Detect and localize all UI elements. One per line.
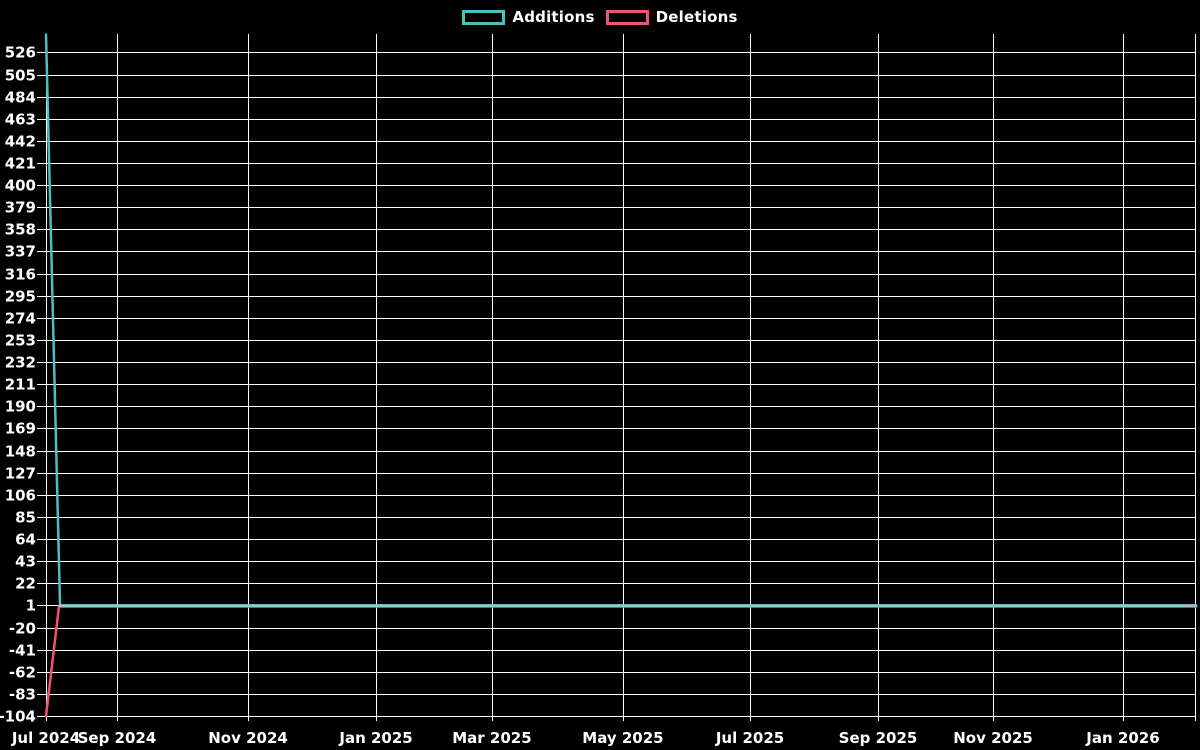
y-tick-label: -20 xyxy=(9,620,36,638)
x-tick-label: Jan 2025 xyxy=(338,729,412,747)
x-tick-label: May 2025 xyxy=(582,729,663,747)
additions-line xyxy=(44,33,1198,607)
y-tick-label: 484 xyxy=(5,89,36,107)
deletions-legend-label: Deletions xyxy=(655,8,738,26)
y-tick-label: 22 xyxy=(15,575,36,593)
y-tick-label: 148 xyxy=(5,443,36,461)
y-tick-label: 379 xyxy=(5,199,36,217)
x-tick-label: Mar 2025 xyxy=(452,729,531,747)
y-tick-label: 316 xyxy=(5,266,36,284)
y-tick-label: 85 xyxy=(15,509,36,527)
y-tick-label: 106 xyxy=(5,487,36,505)
additions-swatch-icon xyxy=(462,9,506,25)
y-tick-label: 274 xyxy=(5,310,36,328)
y-tick-label: 232 xyxy=(5,354,36,372)
y-tick-label: 253 xyxy=(5,332,36,350)
additions-legend-label: Additions xyxy=(512,8,595,26)
y-tick-label: 505 xyxy=(5,67,36,85)
x-tick-label: Sep 2024 xyxy=(78,729,157,747)
y-tick-label: 463 xyxy=(5,111,36,129)
x-tick-label: Jan 2026 xyxy=(1085,729,1159,747)
y-tick-label: -41 xyxy=(9,642,36,660)
y-tick-label: 421 xyxy=(5,155,36,173)
chart-legend: Additions Deletions xyxy=(0,9,1200,25)
y-tick-label: 169 xyxy=(5,420,36,438)
y-tick-label: -62 xyxy=(9,664,36,682)
y-tick-label: 295 xyxy=(5,288,36,306)
x-tick-label: Jul 2025 xyxy=(715,729,784,747)
y-tick-label: -104 xyxy=(0,708,36,726)
y-tick-label: 442 xyxy=(5,133,36,151)
deletions-swatch-icon xyxy=(605,9,649,25)
y-tick-label: 358 xyxy=(5,221,36,239)
legend-item-additions[interactable]: Additions xyxy=(462,9,594,25)
y-tick-label: 43 xyxy=(15,553,36,571)
y-tick-label: 337 xyxy=(5,243,36,261)
y-tick-label: 400 xyxy=(5,177,36,195)
y-tick-label: 526 xyxy=(5,44,36,62)
y-tick-label: 127 xyxy=(5,465,36,483)
deletions-line xyxy=(44,605,1198,718)
x-tick-label: Jul 2024 xyxy=(11,729,80,747)
x-tick-label: Nov 2024 xyxy=(208,729,288,747)
y-tick-label: 190 xyxy=(5,398,36,416)
x-tick-label: Sep 2025 xyxy=(839,729,918,747)
y-tick-label: 64 xyxy=(15,531,36,549)
legend-item-deletions[interactable]: Deletions xyxy=(605,8,738,26)
x-tick-label: Nov 2025 xyxy=(953,729,1033,747)
y-tick-label: -83 xyxy=(9,686,36,704)
y-tick-label: 1 xyxy=(26,597,36,615)
y-tick-label: 211 xyxy=(5,376,36,394)
